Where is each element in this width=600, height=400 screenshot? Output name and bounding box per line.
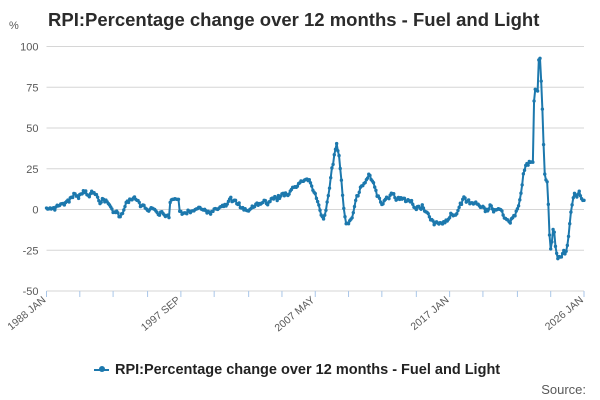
svg-text:0: 0 — [32, 205, 38, 217]
svg-text:1997 SEP: 1997 SEP — [139, 294, 183, 334]
svg-text:2017 JAN: 2017 JAN — [409, 294, 452, 333]
svg-text:2007 MAY: 2007 MAY — [273, 294, 318, 334]
svg-text:25: 25 — [26, 164, 38, 176]
svg-text:75: 75 — [26, 82, 38, 94]
svg-text:-25: -25 — [23, 245, 39, 257]
svg-text:1988 JAN: 1988 JAN — [5, 294, 48, 333]
svg-text:-50: -50 — [23, 286, 39, 298]
svg-text:50: 50 — [26, 123, 38, 135]
svg-text:2026 JAN: 2026 JAN — [543, 294, 586, 333]
svg-text:100: 100 — [20, 42, 38, 54]
